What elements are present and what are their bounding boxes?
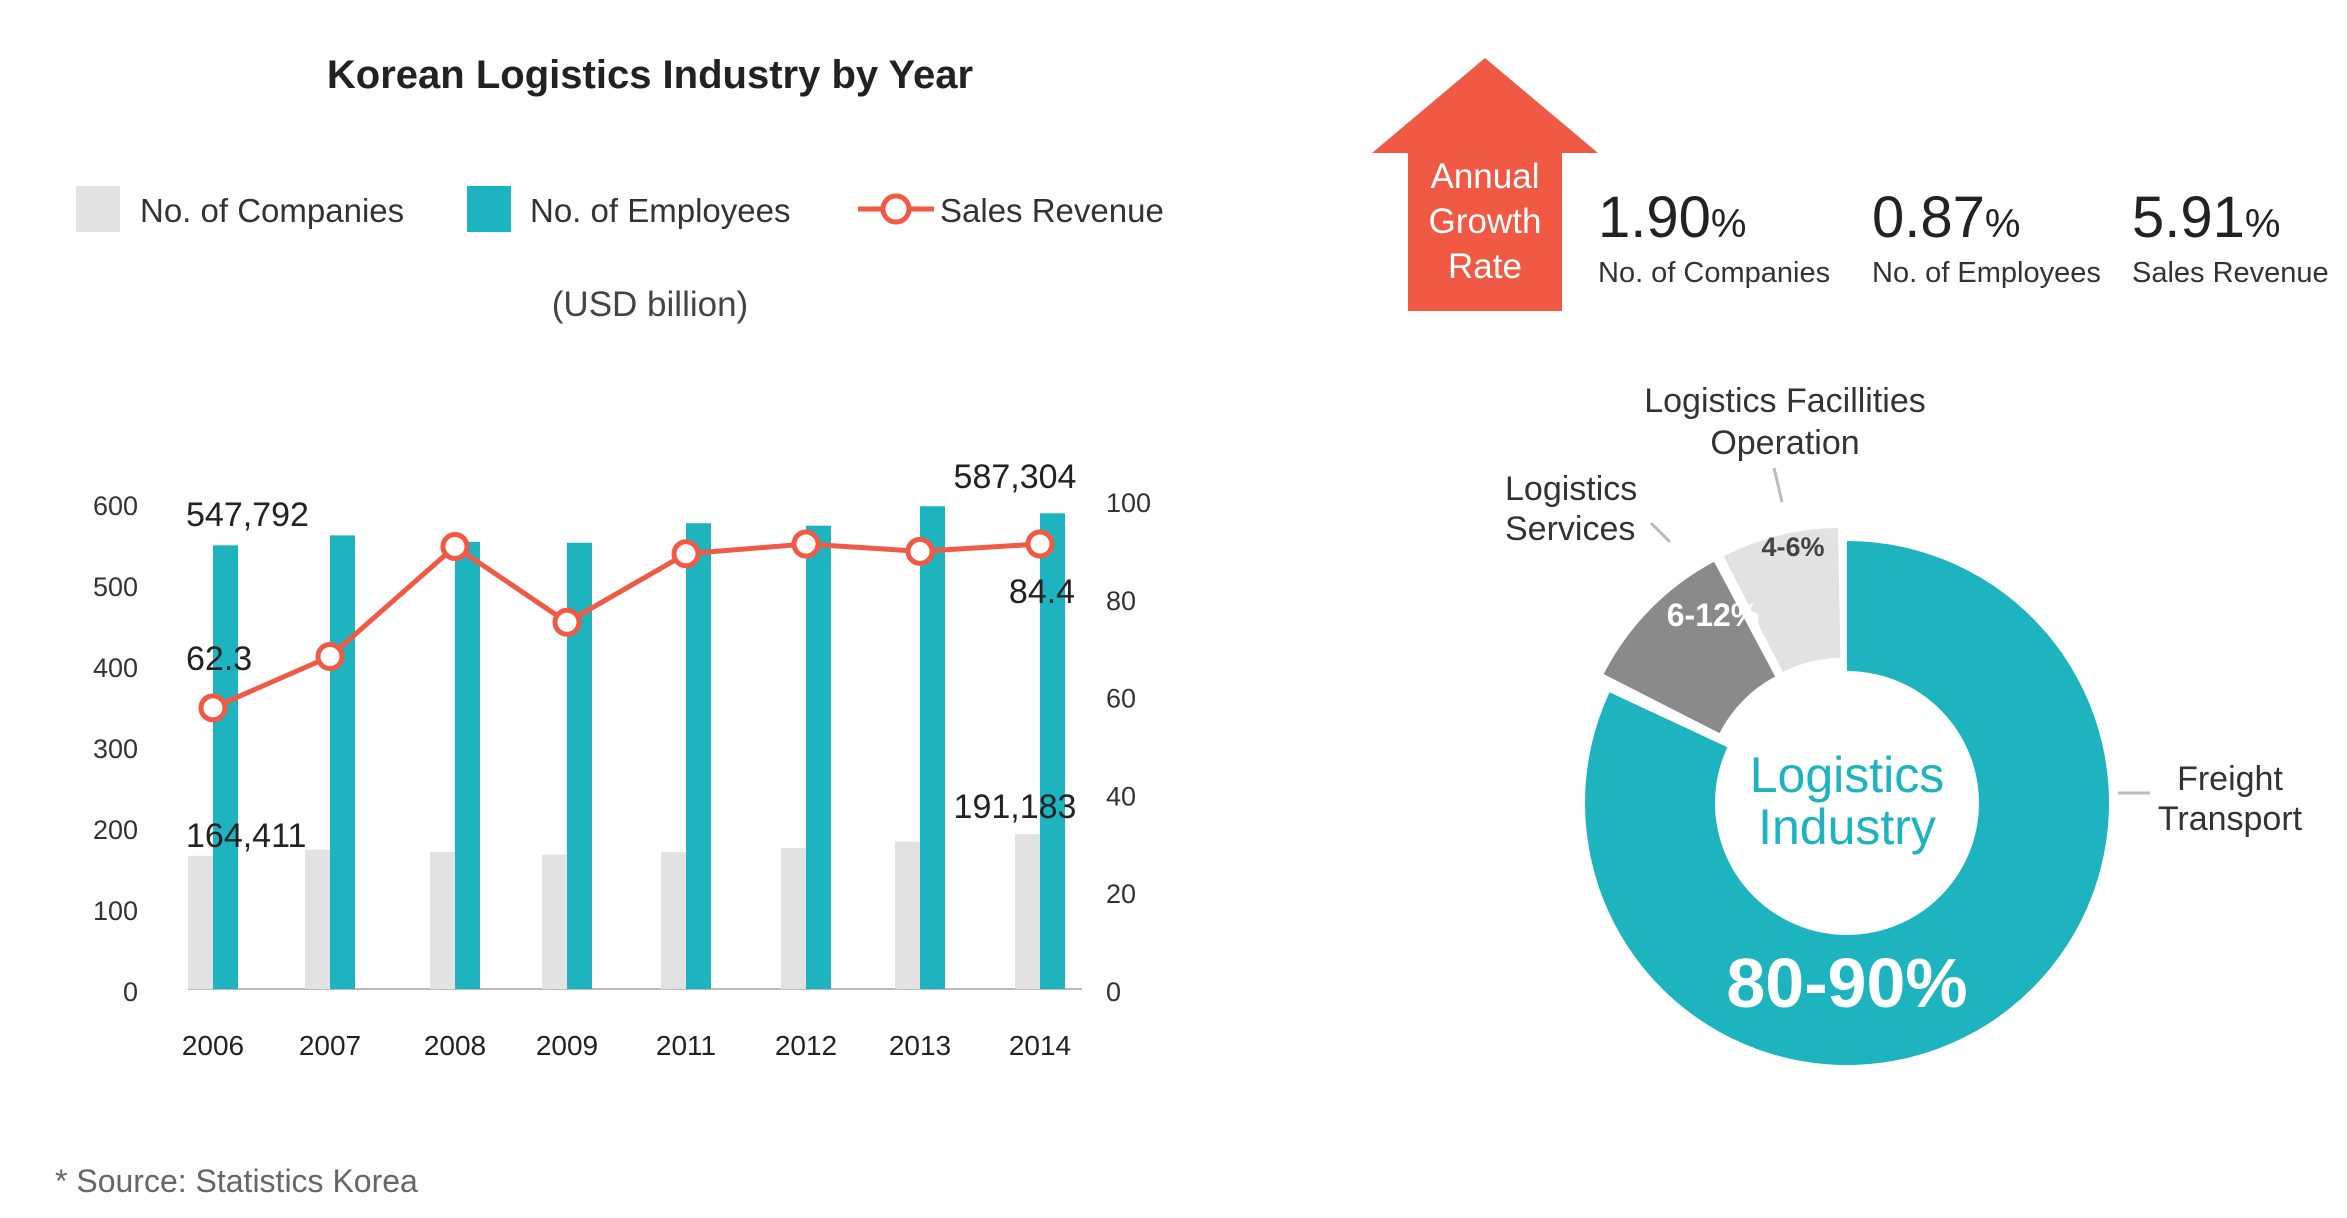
data-label: 84.4 [1009,573,1075,611]
left-axis-tick: 500 [93,572,138,602]
slice-label-services-line-2: Services [1505,510,1635,548]
legend-companies-swatch [76,186,120,232]
growth-revenue-unit: % [2245,202,2281,246]
x-axis-tick: 2013 [889,1030,951,1061]
right-axis-tick: 20 [1106,879,1136,909]
data-label: 62.3 [186,640,252,678]
donut-center-line-1: Logistics [1750,747,1945,803]
donut-slice-facilities-operation [1723,527,1841,673]
growth-arrow-line-1: Annual [1431,157,1540,196]
growth-arrow [1372,58,1598,311]
right-axis-tick: 100 [1106,488,1151,518]
revenue-point [671,539,701,569]
data-label: 164,411 [186,817,306,855]
legend-companies-label: No. of Companies [140,192,404,229]
bar-employees [1040,513,1065,989]
growth-arrow-line-3: Rate [1448,247,1522,286]
bar-companies [1015,834,1040,989]
donut-slice-freight-transport [1585,541,2109,1065]
right-axis-tick: 80 [1106,586,1136,616]
bar-companies [188,855,213,989]
data-label: 191,183 [954,788,1077,826]
right-axis-tick: 0 [1106,977,1121,1007]
growth-companies-value: 1.90% [1598,185,1746,250]
x-axis-tick: 2011 [656,1030,716,1061]
left-axis-tick: 0 [123,977,138,1007]
growth-employees-label: No. of Employees [1872,257,2101,289]
revenue-point [905,536,935,566]
x-axis-tick: 2012 [775,1030,837,1061]
slice-label-freight-line-2: Transport [2158,800,2303,838]
revenue-line [211,541,1041,711]
bar-companies [542,854,567,989]
bar-companies [305,849,330,989]
revenue-point [552,607,582,637]
legend-employees-swatch [467,186,511,232]
slice-share-freight: 80-90% [1726,944,1967,1022]
revenue-point [198,693,228,723]
x-axis-tick: 2007 [299,1030,361,1061]
slice-label-freight-line-1: Freight [2177,760,2283,798]
growth-employees-value: 0.87% [1872,185,2020,250]
growth-revenue-value: 5.91% [2132,185,2280,250]
revenue-point [440,531,470,561]
left-axis-tick: 600 [93,491,138,521]
growth-companies-label: No. of Companies [1598,257,1830,289]
bar-companies [895,841,920,989]
growth-employees-unit: % [1985,202,2021,246]
growth-rate-panel: Annual Growth Rate 1.90% No. of Companie… [1372,58,2329,311]
chart-title: Korean Logistics Industry by Year [327,53,973,97]
x-axis-tick: 2014 [1009,1030,1071,1061]
donut-chart: Logistics Industry 80-90% 6-12% 4-6% Fre… [1505,382,2303,1065]
left-axis-tick: 400 [93,653,138,683]
slice-share-facilities: 4-6% [1761,532,1824,562]
donut-center-line-2: Industry [1758,799,1936,855]
bar-employees [686,523,711,989]
revenue-point [315,641,345,671]
source-note: * Source: Statistics Korea [55,1163,418,1199]
donut-slice-logistics-services [1603,561,1776,734]
left-axis-tick: 300 [93,734,138,764]
legend-revenue-marker [880,193,912,225]
slice-label-facilities-line-1: Logistics Facillities [1644,382,1926,420]
bar-companies [781,848,806,989]
bar-employees [920,506,945,989]
slice-share-services: 6-12% [1667,597,1760,633]
x-axis-tick: 2008 [424,1030,486,1061]
growth-revenue-label: Sales Revenue [2132,257,2329,289]
plot-area: 0 100 200 300 400 500 600 0 20 40 60 80 100 2006 2007 2… [93,458,1151,1061]
legend-employees-label: No. of Employees [530,192,790,229]
slice-label-services-line-1: Logistics [1505,470,1637,508]
x-axis-tick: 2006 [182,1030,244,1061]
growth-employees-number: 0.87 [1872,185,1985,250]
data-label: 587,304 [954,458,1077,496]
growth-arrow-line-2: Growth [1429,202,1542,241]
leader-services [1649,521,1672,544]
growth-revenue-number: 5.91 [2132,185,2245,250]
bar-employees [213,545,238,989]
growth-companies-number: 1.90 [1598,185,1711,250]
revenue-point [1025,529,1055,559]
leader-facilities [1772,467,1784,503]
growth-companies-unit: % [1711,202,1747,246]
left-axis-tick: 100 [93,896,138,926]
bar-companies [430,852,455,989]
bar-employees [455,541,480,989]
x-axis-tick: 2009 [536,1030,598,1061]
bar-employees [330,535,355,989]
legend: No. of Companies No. of Employees Sales … [76,186,1164,232]
revenue-point [791,529,821,559]
legend-revenue-label: Sales Revenue [940,192,1164,229]
bar-companies [661,852,686,989]
right-axis-tick: 60 [1106,684,1136,714]
bar-employees [806,525,831,989]
slice-label-facilities-line-2: Operation [1710,424,1859,462]
right-axis-tick: 40 [1106,781,1136,811]
left-axis-tick: 200 [93,815,138,845]
chart-unit: (USD billion) [552,285,748,324]
data-label: 547,792 [186,496,309,534]
